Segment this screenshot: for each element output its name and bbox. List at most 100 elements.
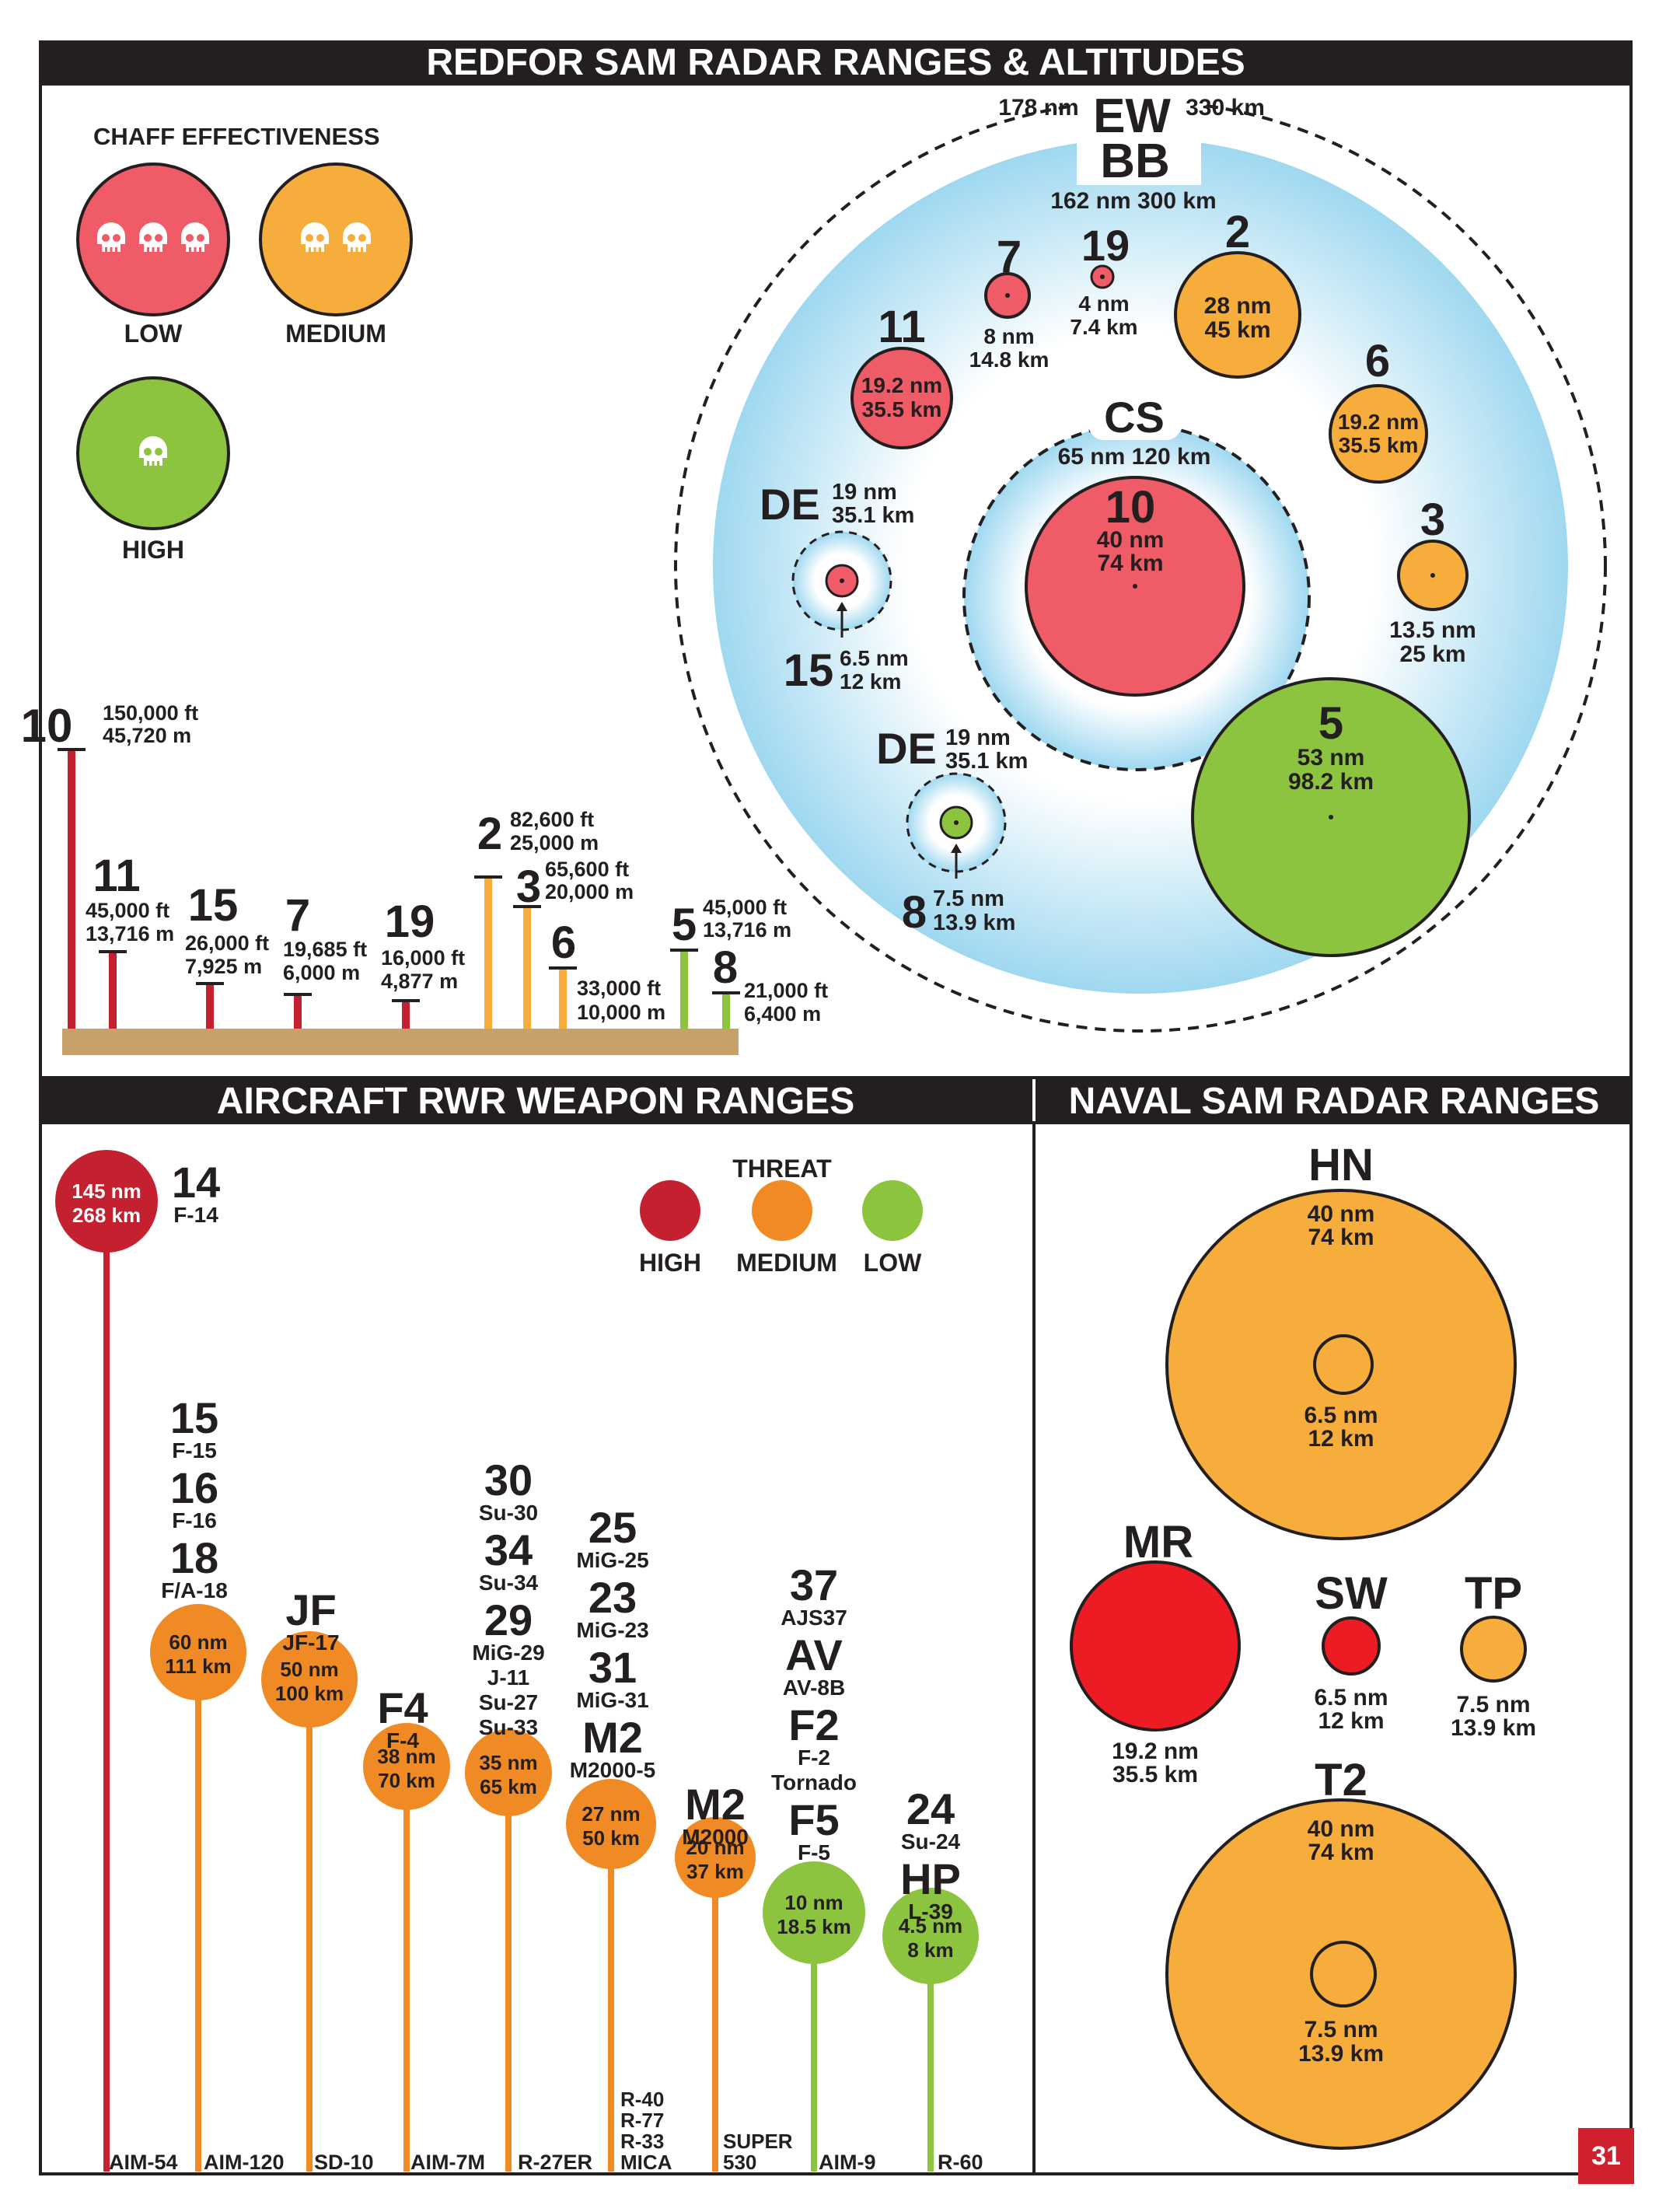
aircraft-name: JF-17 xyxy=(282,1630,339,1655)
sam-2-nm: 28 nm xyxy=(1204,293,1272,319)
ship-sw-id: SW xyxy=(1315,1568,1388,1619)
sam-6-circle xyxy=(1329,384,1428,484)
ship-mr-id: MR xyxy=(1123,1517,1193,1567)
aircraft-name: L-39 xyxy=(908,1899,953,1924)
naval-section-header: NAVAL SAM RADAR RANGES xyxy=(1036,1079,1633,1124)
threat-low-label: LOW xyxy=(864,1249,922,1277)
aircraft-name: F-5 xyxy=(798,1840,830,1864)
altitude-id: 19 xyxy=(385,896,435,947)
altitude-bar-fill xyxy=(484,877,492,1029)
aircraft-name: MiG-29 xyxy=(472,1641,544,1665)
ship-t2-inner-circle xyxy=(1310,1941,1377,2008)
aircraft-code: 14 xyxy=(172,1158,220,1207)
aircraft-code: 18 xyxy=(170,1533,218,1582)
altitude-bar-fill xyxy=(523,907,531,1029)
weapon-range-circle xyxy=(55,1150,158,1253)
weapon-range-km: 268 km xyxy=(72,1204,141,1227)
sam-6-id: 6 xyxy=(1365,336,1390,386)
sam-2-id: 2 xyxy=(1225,207,1250,257)
chaff-high-symbol xyxy=(76,376,230,530)
page-number: 31 xyxy=(1578,2128,1634,2184)
ship-tp-id: TP xyxy=(1465,1568,1522,1619)
aircraft-code: 15 xyxy=(170,1393,218,1442)
weapon-range-nm: 145 nm xyxy=(72,1179,141,1203)
ship-sw-nm: 6.5 nm xyxy=(1314,1685,1388,1711)
aircraft-code: AV xyxy=(785,1630,843,1679)
sam-15-km: 12 km xyxy=(840,669,901,694)
threat-high-label: HIGH xyxy=(639,1249,701,1277)
weapon-range-stem xyxy=(403,1766,410,2172)
altitude-ft: 150,000 ft xyxy=(103,701,198,725)
threat-high-swatch xyxy=(640,1180,700,1241)
altitude-bar-fill xyxy=(294,994,302,1029)
weapon-range-stem xyxy=(103,1201,110,2172)
sam-19-id: 19 xyxy=(1081,221,1130,270)
chaff-high-label: HIGH xyxy=(122,536,184,564)
weapon-range-km: 65 km xyxy=(480,1775,537,1798)
ship-hn-inner-km: 12 km xyxy=(1308,1426,1374,1452)
weapon-range-stem xyxy=(505,1773,512,2172)
altitude-ft: 45,000 ft xyxy=(703,896,787,919)
ship-hn-outer-nm: 40 nm xyxy=(1308,1201,1375,1227)
sam-11-id: 11 xyxy=(878,302,925,352)
altitude-ft: 45,000 ft xyxy=(86,899,169,922)
weapon-range-nm: 27 nm xyxy=(582,1802,640,1826)
de-1-nm: 19 nm xyxy=(832,480,897,505)
weapon-range-stem xyxy=(306,1679,313,2172)
aircraft-code: F2 xyxy=(788,1700,839,1749)
weapon-range-nm: 4.5 nm xyxy=(899,1914,962,1938)
ew-km: 330 km xyxy=(1186,95,1265,121)
aircraft-name: AJS37 xyxy=(781,1606,847,1630)
altitude-ft: 21,000 ft xyxy=(744,979,828,1002)
altitude-bar-fill xyxy=(109,952,117,1029)
altitude-ft: 16,000 ft xyxy=(381,946,465,970)
missile-label: R-27ER xyxy=(518,2151,592,2174)
missile-label: R-60 xyxy=(938,2151,983,2174)
sam-10-km: 74 km xyxy=(1097,550,1163,576)
sam-2-km: 45 km xyxy=(1204,317,1270,343)
altitude-m: 7,925 m xyxy=(185,955,262,978)
cs-id: CS xyxy=(1104,393,1165,442)
ship-sw-circle xyxy=(1322,1616,1381,1676)
weapon-range-stem xyxy=(712,1857,718,2172)
altitude-m: 13,716 m xyxy=(86,922,174,945)
sam-8-nm: 7.5 nm xyxy=(933,886,1004,911)
altitude-ft: 33,000 ft xyxy=(577,977,661,1000)
aircraft-section-header: AIRCRAFT RWR WEAPON RANGES xyxy=(39,1079,1032,1124)
aircraft-name: M2000-5 xyxy=(570,1758,656,1782)
missile-label: AIM-7M xyxy=(410,2151,485,2174)
sam-3-nm: 13.5 nm xyxy=(1389,617,1476,643)
aircraft-name: F-15 xyxy=(172,1438,217,1462)
ship-t2-id: T2 xyxy=(1315,1755,1367,1805)
weapon-range-nm: 50 nm xyxy=(280,1658,338,1681)
weapon-range-km: 8 km xyxy=(907,1938,953,1962)
ship-t2-outer-nm: 40 nm xyxy=(1308,1816,1375,1842)
altitude-m: 6,000 m xyxy=(283,961,360,984)
weapon-range-nm: 20 nm xyxy=(686,1836,744,1859)
sam-section-panel xyxy=(39,81,1633,1079)
weapon-range-km: 18.5 km xyxy=(777,1915,850,1938)
weapon-range-stem xyxy=(927,1936,934,2172)
chaff-low-label: LOW xyxy=(124,320,183,348)
ship-t2-outer-km: 74 km xyxy=(1308,1840,1374,1865)
aircraft-name: F-2 xyxy=(798,1745,830,1770)
weapon-range-circle xyxy=(363,1723,450,1810)
weapon-range-nm: 38 nm xyxy=(377,1745,435,1768)
sam-7-nm: 8 nm xyxy=(983,324,1034,348)
weapon-range-nm: 35 nm xyxy=(479,1751,537,1774)
aircraft-code: M2 xyxy=(582,1713,643,1762)
aircraft-name: F-4 xyxy=(386,1728,419,1752)
sam-11-circle xyxy=(850,347,953,449)
aircraft-name: J-11 xyxy=(487,1665,530,1690)
aircraft-code: 16 xyxy=(170,1463,218,1512)
sam-15-id: 15 xyxy=(784,645,834,696)
weapon-range-nm: 60 nm xyxy=(169,1630,227,1654)
missile-label: R-40 xyxy=(620,2088,664,2111)
